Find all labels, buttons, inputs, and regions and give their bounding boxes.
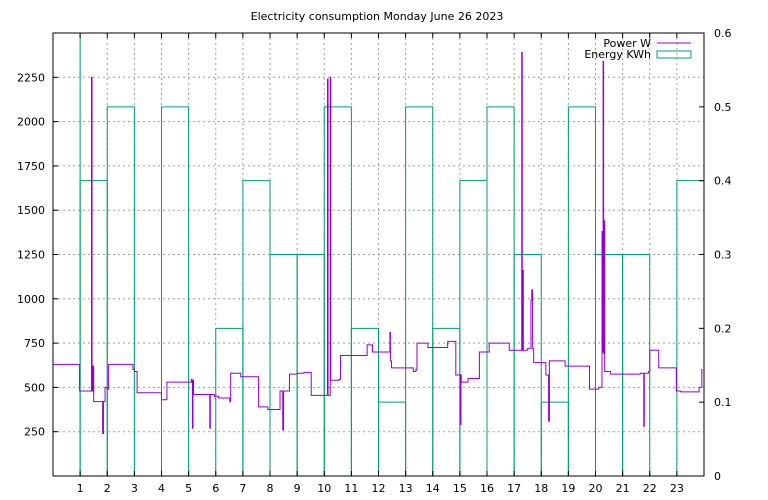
x-tick-label: 8 — [267, 482, 274, 495]
energy-bar — [350, 327, 379, 476]
y-tick-label-left: 1000 — [17, 293, 45, 306]
y-tick-label-right: 0.3 — [714, 249, 732, 262]
y-tick-label-left: 1750 — [17, 160, 45, 173]
x-tick-label: 16 — [480, 482, 494, 495]
y-ticks-right: 0 0.1 0.2 0.3 0.4 0.5 0.6 — [699, 27, 732, 483]
energy-bar — [486, 106, 515, 476]
x-tick-label: 18 — [534, 482, 548, 495]
y-tick-label-left: 500 — [24, 381, 45, 394]
energy-bar — [540, 401, 569, 476]
energy-bar — [161, 106, 190, 476]
y-tick-label-left: 2000 — [17, 116, 45, 129]
x-tick-label: 7 — [239, 482, 246, 495]
y-tick-label-right: 0.1 — [714, 396, 732, 409]
legend: Power W Energy KWh — [584, 37, 692, 61]
legend-label-power: Power W — [603, 37, 651, 50]
x-tick-label: 20 — [589, 482, 603, 495]
power-line — [53, 51, 703, 434]
x-tick-label: 21 — [616, 482, 630, 495]
x-tick-label: 2 — [104, 482, 111, 495]
legend-swatch-energy — [656, 50, 692, 59]
x-tick-label: 11 — [344, 482, 358, 495]
x-ticks: 1 2 3 4 5 6 7 8 9 10 11 12 13 14 15 16 17 18 19 20 21 22 23 — [77, 33, 684, 495]
energy-bar — [595, 254, 624, 476]
x-tick-label: 17 — [507, 482, 521, 495]
y-tick-label-left: 1500 — [17, 204, 45, 217]
power-series — [53, 51, 703, 434]
x-tick-label: 15 — [453, 482, 467, 495]
y-tick-label-right: 0 — [714, 470, 721, 483]
legend-label-energy: Energy KWh — [584, 48, 651, 61]
chart-title: Electricity consumption Monday June 26 2… — [251, 10, 504, 23]
x-tick-label: 22 — [643, 482, 657, 495]
x-tick-label: 6 — [212, 482, 219, 495]
y-tick-label-left: 250 — [24, 426, 45, 439]
energy-bar — [622, 254, 651, 476]
x-tick-label: 23 — [670, 482, 684, 495]
y-tick-label-right: 0.2 — [714, 322, 732, 335]
energy-bar — [323, 106, 352, 476]
y-tick-label-left: 750 — [24, 337, 45, 350]
x-tick-label: 3 — [131, 482, 138, 495]
x-tick-label: 13 — [399, 482, 413, 495]
x-tick-label: 14 — [426, 482, 440, 495]
y-tick-label-right: 0.4 — [714, 175, 732, 188]
x-tick-label: 1 — [77, 482, 84, 495]
x-tick-label: 12 — [372, 482, 386, 495]
energy-bar — [106, 106, 135, 476]
energy-bar — [269, 254, 298, 476]
energy-bar — [405, 106, 434, 476]
energy-bar — [215, 327, 244, 476]
energy-bar — [567, 106, 596, 476]
y-tick-label-left: 2250 — [17, 71, 45, 84]
x-tick-label: 9 — [294, 482, 301, 495]
y-tick-label-left: 1250 — [17, 249, 45, 262]
energy-bar — [378, 401, 407, 476]
y-tick-label-right: 0.6 — [714, 27, 732, 40]
x-tick-label: 10 — [317, 482, 331, 495]
x-tick-label: 5 — [185, 482, 192, 495]
x-tick-label: 4 — [158, 482, 165, 495]
x-tick-label: 19 — [561, 482, 575, 495]
y-tick-label-right: 0.5 — [714, 101, 732, 114]
energy-bar — [296, 254, 325, 476]
energy-bar — [513, 254, 542, 476]
energy-bar — [242, 180, 271, 476]
y-ticks-left: 250 500 750 1000 1250 1500 1750 2000 2250 — [17, 71, 58, 439]
